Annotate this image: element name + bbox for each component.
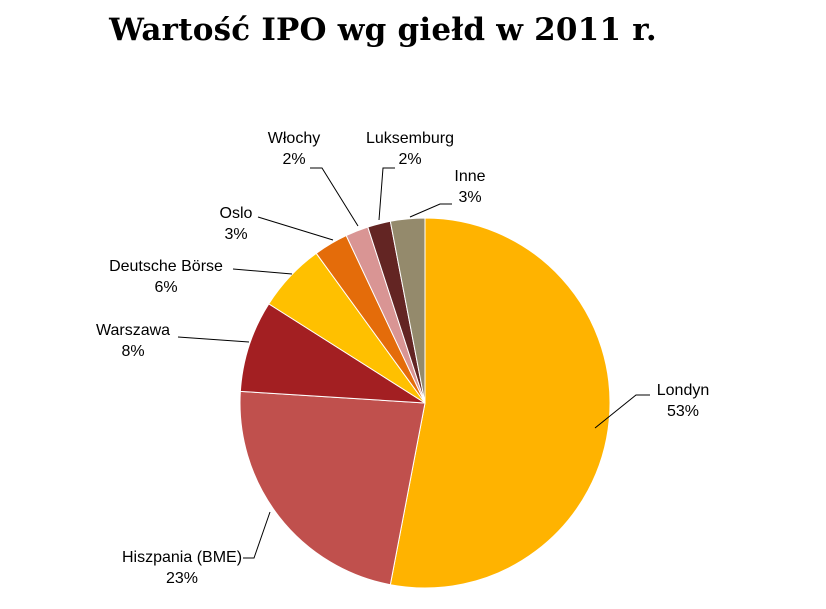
pie-slices bbox=[239, 217, 611, 589]
slice-percent: 8% bbox=[121, 343, 144, 360]
slice-name: Warszawa bbox=[96, 322, 170, 339]
leader-lines bbox=[177, 167, 650, 559]
slice-percent: 3% bbox=[458, 189, 481, 206]
pie-slice-warszawa bbox=[239, 303, 426, 404]
slice-label-deutsche-borse: Deutsche Börse 6% bbox=[109, 258, 223, 296]
slice-label-londyn: Londyn 53% bbox=[657, 382, 710, 420]
slice-percent: 3% bbox=[224, 226, 247, 243]
slice-name: Hiszpania (BME) bbox=[122, 549, 242, 566]
slice-label-wlochy: Włochy 2% bbox=[268, 130, 320, 168]
slice-label-inne: Inne 3% bbox=[454, 168, 485, 206]
leader-line-londyn bbox=[594, 394, 650, 429]
slice-name: Luksemburg bbox=[366, 130, 454, 147]
slice-label-oslo: Oslo 3% bbox=[220, 205, 253, 243]
leader-line-luksemburg bbox=[378, 167, 395, 221]
chart-title: Wartość IPO wg giełd w 2011 r. bbox=[109, 12, 657, 48]
leader-line-oslo bbox=[257, 216, 334, 241]
slice-percent: 23% bbox=[166, 570, 198, 587]
pie-slice-hiszpania-bme bbox=[239, 390, 426, 586]
slice-percent: 2% bbox=[282, 151, 305, 168]
slice-label-luksemburg: Luksemburg 2% bbox=[366, 130, 454, 168]
slice-label-warszawa: Warszawa 8% bbox=[96, 322, 170, 360]
pie-slice-inne bbox=[389, 217, 426, 404]
slice-name: Oslo bbox=[220, 205, 253, 222]
slice-percent: 6% bbox=[154, 279, 177, 296]
pie-slice-londyn bbox=[389, 217, 611, 589]
slice-percent: 53% bbox=[667, 403, 699, 420]
leader-line-inne bbox=[409, 203, 452, 218]
leader-line-hiszpania-bme bbox=[243, 511, 271, 559]
slice-labels: Londyn 53% Hiszpania (BME) 23% Warszawa 8% Deu… bbox=[96, 130, 709, 587]
slice-name: Włochy bbox=[268, 130, 320, 147]
slice-name: Londyn bbox=[657, 382, 710, 399]
slice-name: Deutsche Börse bbox=[109, 258, 223, 275]
leader-line-deutsche-borse bbox=[232, 268, 293, 275]
leader-line-warszawa bbox=[177, 336, 250, 343]
slice-name: Inne bbox=[454, 168, 485, 185]
slice-label-hiszpania-bme: Hiszpania (BME) 23% bbox=[122, 549, 242, 587]
leader-line-wlochy bbox=[310, 167, 359, 227]
slice-percent: 2% bbox=[398, 151, 421, 168]
